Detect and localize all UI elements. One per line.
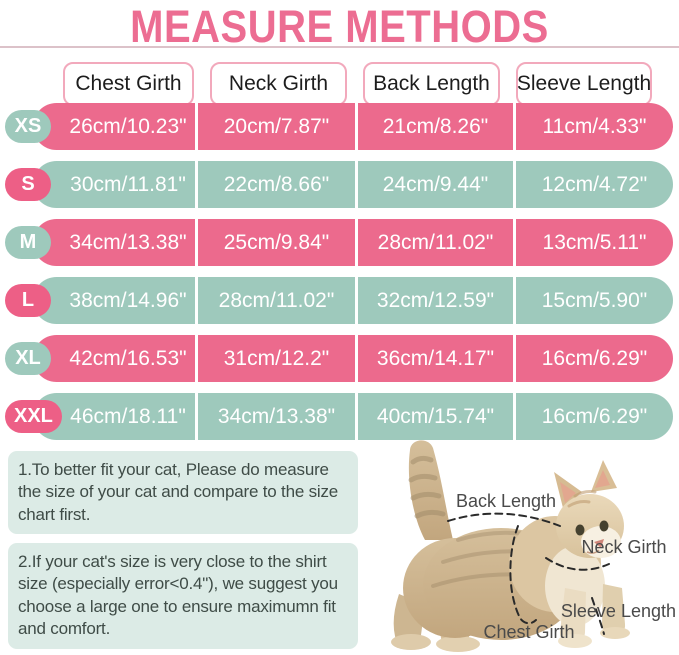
table-row: 38cm/14.96" 28cm/11.02" 32cm/12.59" 15cm/5.… bbox=[0, 277, 679, 324]
note-measure-first: 1.To better fit your cat, Please do meas… bbox=[8, 451, 358, 535]
table-cell: 12cm/4.72" bbox=[513, 161, 673, 208]
table-cell: 16cm/6.29" bbox=[513, 335, 673, 382]
size-badge: XL bbox=[5, 342, 51, 375]
size-badge: M bbox=[5, 226, 51, 259]
neck-girth-guide bbox=[545, 557, 610, 571]
column-header-neck-girth: Neck Girth bbox=[210, 62, 347, 106]
size-badge: XXL bbox=[5, 400, 62, 433]
cat-illustration: Back Length Neck Girth Chest Girth Sleev… bbox=[391, 440, 676, 652]
table-cell: 38cm/14.96" bbox=[69, 288, 187, 312]
table-row-background: 42cm/16.53" 31cm/12.2" 36cm/14.17" 16cm/6.2… bbox=[33, 335, 673, 382]
table-row-background: 34cm/13.38" 25cm/9.84" 28cm/11.02" 13cm/5.1… bbox=[33, 219, 673, 266]
table-cell: 25cm/9.84" bbox=[195, 219, 355, 266]
table-cell: 24cm/9.44" bbox=[355, 161, 513, 208]
table-cell: 42cm/16.53" bbox=[69, 346, 187, 370]
table-row: 26cm/10.23" 20cm/7.87" 21cm/8.26" 11cm/4.33… bbox=[0, 103, 679, 150]
cat-nose bbox=[594, 539, 604, 548]
title-divider bbox=[0, 46, 679, 48]
table-cell: 20cm/7.87" bbox=[195, 103, 355, 150]
column-header-back-length: Back Length bbox=[363, 62, 500, 106]
table-cell: 11cm/4.33" bbox=[513, 103, 673, 150]
size-badge: S bbox=[5, 168, 51, 201]
cat-eye bbox=[575, 524, 585, 536]
table-cell: 36cm/14.17" bbox=[355, 335, 513, 382]
back-length-guide bbox=[447, 512, 561, 527]
table-cell: 13cm/5.11" bbox=[513, 219, 673, 266]
table-cell: 46cm/18.11" bbox=[70, 404, 186, 428]
table-cell: 22cm/8.66" bbox=[195, 161, 355, 208]
table-cell: 31cm/12.2" bbox=[195, 335, 355, 382]
note-choose-larger: 2.If your cat's size is very close to th… bbox=[8, 543, 358, 649]
table-cell: 28cm/11.02" bbox=[355, 219, 513, 266]
table-row-background: 26cm/10.23" 20cm/7.87" 21cm/8.26" 11cm/4.33… bbox=[33, 103, 673, 150]
size-badge: XS bbox=[5, 110, 51, 143]
chest-girth-guide bbox=[509, 525, 537, 625]
table-cell: 16cm/6.29" bbox=[513, 393, 673, 440]
table-row: 30cm/11.81" 22cm/8.66" 24cm/9.44" 12cm/4.72… bbox=[0, 161, 679, 208]
size-badge: L bbox=[5, 284, 51, 317]
back-length-label: Back Length bbox=[456, 491, 556, 511]
table-cell: 32cm/12.59" bbox=[355, 277, 513, 324]
table-cell: 15cm/5.90" bbox=[513, 277, 673, 324]
table-cell: 40cm/15.74" bbox=[355, 393, 513, 440]
neck-girth-label: Neck Girth bbox=[581, 537, 666, 557]
table-cell: 28cm/11.02" bbox=[195, 277, 355, 324]
table-cell: 21cm/8.26" bbox=[355, 103, 513, 150]
cat-body-shapes bbox=[391, 440, 630, 652]
cat-measurement-diagram: Back Length Neck Girth Chest Girth Sleev… bbox=[363, 436, 679, 655]
column-header-sleeve-length: Sleeve Length bbox=[516, 62, 652, 106]
table-cell: 26cm/10.23" bbox=[69, 114, 187, 138]
sleeve-length-guide bbox=[591, 597, 605, 635]
table-cell: 30cm/11.81" bbox=[70, 172, 186, 196]
table-cell: 34cm/13.38" bbox=[69, 230, 187, 254]
cat-eye bbox=[599, 520, 609, 532]
table-row-background: 30cm/11.81" 22cm/8.66" 24cm/9.44" 12cm/4.72… bbox=[33, 161, 673, 208]
table-row: 46cm/18.11" 34cm/13.38" 40cm/15.74" 16cm/6.… bbox=[0, 393, 679, 440]
table-row-background: 46cm/18.11" 34cm/13.38" 40cm/15.74" 16cm/6.… bbox=[33, 393, 673, 440]
table-row-background: 38cm/14.96" 28cm/11.02" 32cm/12.59" 15cm/5.… bbox=[33, 277, 673, 324]
page-title: MEASURE METHODS bbox=[130, 2, 549, 53]
chest-girth-label: Chest Girth bbox=[483, 622, 574, 642]
table-cell: 34cm/13.38" bbox=[195, 393, 355, 440]
table-row: 42cm/16.53" 31cm/12.2" 36cm/14.17" 16cm/6.2… bbox=[0, 335, 679, 382]
column-header-chest-girth: Chest Girth bbox=[63, 62, 194, 106]
table-row: 34cm/13.38" 25cm/9.84" 28cm/11.02" 13cm/5.1… bbox=[0, 219, 679, 266]
size-table: 26cm/10.23" 20cm/7.87" 21cm/8.26" 11cm/4.33… bbox=[0, 103, 679, 451]
sleeve-length-label: Sleeve Length bbox=[561, 601, 676, 621]
